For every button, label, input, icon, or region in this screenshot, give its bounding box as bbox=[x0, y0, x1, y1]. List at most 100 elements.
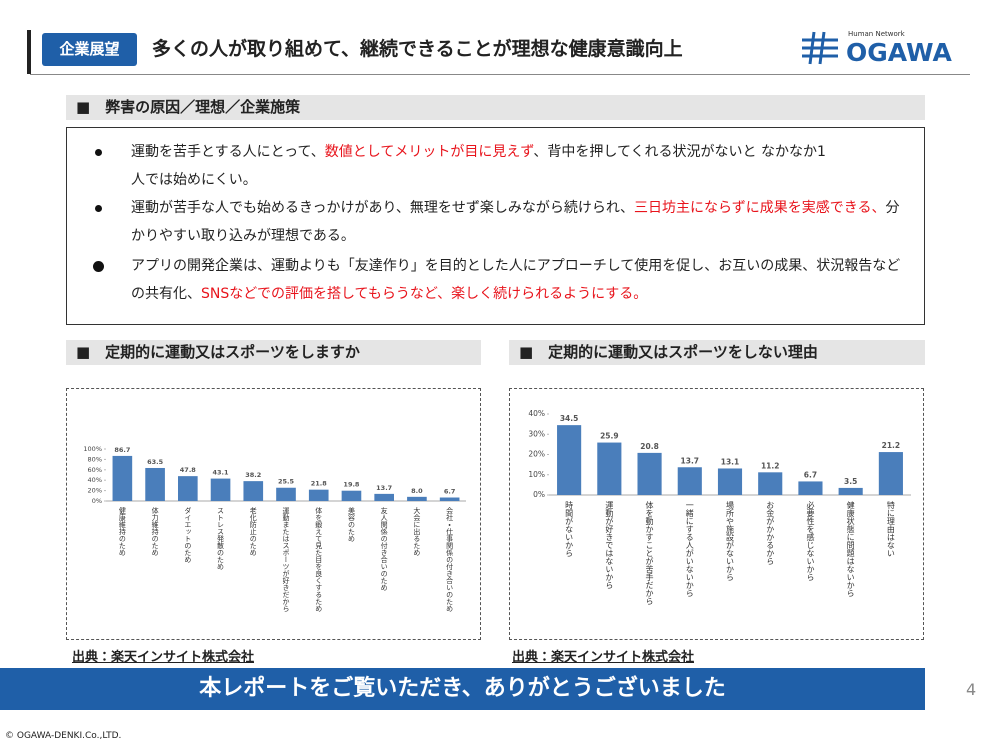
value-label: 21.2 bbox=[882, 441, 901, 450]
chart-heading: ■ 定期的に運動又はスポーツをしない理由 bbox=[509, 340, 925, 365]
bar bbox=[838, 487, 863, 495]
bullet-text: 運動が苦手な人でも始めるきっかけがあり、無理をせず楽しみながら続けられ、三日坊主… bbox=[131, 194, 911, 250]
x-tick-label: 必要性を感じないから bbox=[806, 500, 815, 581]
bar bbox=[145, 467, 165, 501]
x-tick-label: 健康状態に問題はないから bbox=[846, 500, 855, 597]
bar bbox=[637, 452, 662, 495]
value-label: 63.5 bbox=[147, 458, 164, 466]
x-tick-label: 大会に出るため bbox=[413, 506, 421, 556]
section-heading: ■ 弊害の原因／理想／企業施策 bbox=[66, 95, 925, 120]
value-label: 34.5 bbox=[560, 414, 579, 423]
bullet-marker bbox=[93, 261, 104, 272]
bullet-text: 運動を苦手とする人にとって、数値としてメリットが目に見えず、背中を押してくれる状… bbox=[131, 138, 831, 194]
bullet-marker bbox=[95, 149, 102, 156]
bar bbox=[407, 496, 427, 501]
value-label: 21.8 bbox=[311, 480, 328, 488]
text-run: 運動が苦手な人でも始めるきっかけがあり、無理をせず楽しみながら続けられ、 bbox=[131, 200, 635, 216]
x-tick-label: 時間がないから bbox=[565, 501, 574, 557]
bar bbox=[557, 425, 582, 495]
text-run: SNSなどでの評価を搭してもらうなど、楽しく続けられるようにする。 bbox=[201, 286, 648, 302]
bar bbox=[210, 478, 231, 501]
bar bbox=[243, 481, 264, 501]
closing-banner: 本レポートをご覧いただき、ありがとうございました bbox=[0, 668, 925, 710]
x-tick-label: 体を動かすことが苦手だから bbox=[645, 500, 654, 605]
y-tick-label: 100% bbox=[83, 445, 102, 453]
bar bbox=[878, 452, 903, 495]
value-label: 8.0 bbox=[411, 487, 423, 495]
bar bbox=[112, 455, 133, 501]
logo-sub: Human Network bbox=[848, 30, 906, 38]
value-label: 25.9 bbox=[600, 432, 619, 441]
bar bbox=[178, 476, 198, 501]
x-tick-label: 健康維持のため bbox=[118, 506, 126, 556]
bar bbox=[597, 442, 622, 495]
x-tick-label: 運動が好きではないから bbox=[605, 500, 614, 589]
copyright: © OGAWA-DENKI.Co.,LTD. bbox=[5, 731, 122, 741]
bar bbox=[308, 489, 329, 501]
text-run: 三日坊主にならずに成果を実感できる、 bbox=[634, 200, 886, 216]
y-tick-label: 60% bbox=[88, 466, 102, 474]
text-run: 、背中を押してくれる状況がないと なかなか1人では始めにくい。 bbox=[131, 144, 826, 188]
value-label: 47.8 bbox=[180, 466, 197, 474]
value-label: 6.7 bbox=[804, 470, 817, 479]
value-label: 6.7 bbox=[444, 488, 456, 496]
x-tick-label: 運動またはスポーツが好きだから bbox=[282, 506, 290, 612]
value-label: 25.5 bbox=[278, 478, 295, 486]
y-tick-label: 30% bbox=[528, 429, 545, 438]
chart: 0% 10% 20% 30% 40% 34.5 時間がないから 25.9 運動が好きではないから… bbox=[528, 409, 911, 605]
bar bbox=[374, 493, 394, 501]
y-tick-label: 10% bbox=[528, 470, 545, 479]
value-label: 38.2 bbox=[245, 471, 261, 479]
x-tick-label: 会社・仕事関係の付き合いのため bbox=[446, 506, 454, 612]
value-label: 11.2 bbox=[761, 461, 780, 470]
text-run: 数値としてメリットが目に見えず bbox=[324, 144, 534, 160]
x-tick-label: 友人関係の付き合いのため bbox=[380, 506, 388, 591]
bullet-text: アプリの開発企業は、運動よりも「友達作り」を目的とした人にアプローチして使用を促… bbox=[131, 252, 911, 308]
bar bbox=[798, 481, 823, 495]
text-run: 分かりやすい取り込みが理想である。 bbox=[131, 200, 900, 244]
x-tick-label: ダイエットのため bbox=[184, 506, 192, 563]
y-tick-label: 20% bbox=[528, 450, 545, 459]
header-tag: 企業展望 bbox=[42, 33, 137, 66]
value-label: 13.1 bbox=[721, 457, 740, 466]
chart-frame: 0% 10% 20% 30% 40% 34.5 時間がないから 25.9 運動が好きではないから… bbox=[509, 388, 924, 640]
y-tick-label: 0% bbox=[92, 497, 102, 505]
y-tick-label: 0% bbox=[533, 490, 545, 499]
bar bbox=[341, 490, 362, 501]
x-tick-label: お金がかかるから bbox=[766, 501, 775, 565]
page-number: 4 bbox=[966, 680, 977, 699]
y-tick-label: 80% bbox=[88, 455, 102, 463]
x-tick-label: 美容のため bbox=[347, 506, 355, 542]
header-title: 多くの人が取り組めて、継続できることが理想な健康意識向上 bbox=[152, 38, 683, 60]
bullet-box: 運動を苦手とする人にとって、数値としてメリットが目に見えず、背中を押してくれる状… bbox=[66, 127, 925, 325]
accent-bar bbox=[27, 30, 31, 74]
bar bbox=[439, 497, 460, 501]
logo: Human Network OGAWA bbox=[802, 30, 952, 67]
text-run: 運動を苦手とする人にとって、 bbox=[131, 144, 325, 160]
y-tick-label: 40% bbox=[88, 476, 102, 484]
x-tick-label: ストレス発散のため bbox=[217, 507, 225, 570]
bullet-marker bbox=[95, 205, 102, 212]
chart: 0% 20% 40% 60% 80% 100% 86.7 健康維持のため 63.5 体力維持のため… bbox=[83, 445, 466, 612]
x-tick-label: 一緒にする人がいないから bbox=[685, 501, 694, 597]
header-rule bbox=[30, 74, 970, 75]
value-label: 13.7 bbox=[376, 484, 392, 492]
chart-frame: 0% 20% 40% 60% 80% 100% 86.7 健康維持のため 63.5 体力維持のため… bbox=[66, 388, 481, 640]
bar bbox=[758, 472, 783, 495]
bar bbox=[276, 487, 296, 501]
x-tick-label: 特に理由はない bbox=[886, 500, 895, 557]
y-tick-label: 40% bbox=[528, 409, 545, 418]
source: 出典：楽天インサイト株式会社 bbox=[72, 650, 255, 665]
x-tick-label: 老化防止のため bbox=[249, 506, 257, 556]
text-run: アプリの開発企業は、運動よりも「友達作り」を目的とした人にアプローチして使用を促… bbox=[131, 258, 901, 302]
bar bbox=[717, 468, 743, 495]
value-label: 20.8 bbox=[640, 442, 659, 451]
value-label: 86.7 bbox=[114, 446, 130, 454]
logo-icon bbox=[802, 31, 838, 65]
logo-text: OGAWA bbox=[846, 38, 952, 67]
y-tick-label: 20% bbox=[88, 487, 102, 495]
bar bbox=[677, 467, 702, 495]
x-tick-label: 場所や施設がないから bbox=[726, 500, 735, 581]
